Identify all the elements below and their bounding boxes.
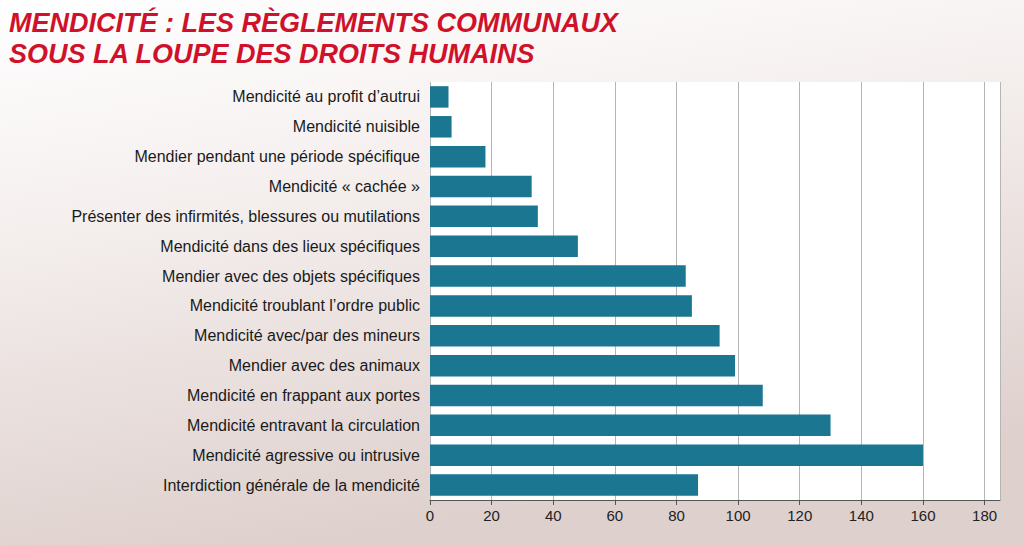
svg-text:140: 140 xyxy=(849,507,874,524)
svg-text:Présenter des infirmités, bles: Présenter des infirmités, blessures ou m… xyxy=(71,208,420,225)
svg-text:80: 80 xyxy=(668,507,685,524)
svg-text:Mendicité « cachée »: Mendicité « cachée » xyxy=(269,178,420,195)
svg-text:160: 160 xyxy=(910,507,935,524)
svg-text:20: 20 xyxy=(483,507,500,524)
svg-text:Mendicité agressive ou intrusi: Mendicité agressive ou intrusive xyxy=(192,447,420,464)
svg-text:0: 0 xyxy=(426,507,434,524)
svg-text:Interdiction générale de la me: Interdiction générale de la mendicité xyxy=(163,477,420,494)
svg-text:Mendier avec des animaux: Mendier avec des animaux xyxy=(229,357,420,374)
svg-text:Mendicité au profit d’autrui: Mendicité au profit d’autrui xyxy=(232,88,420,105)
svg-text:Mendicité en frappant aux port: Mendicité en frappant aux portes xyxy=(187,387,420,404)
svg-text:Mendicité entravant la circula: Mendicité entravant la circulation xyxy=(187,417,420,434)
svg-text:180: 180 xyxy=(972,507,997,524)
svg-text:Mendicité troublant l’ordre pu: Mendicité troublant l’ordre public xyxy=(190,297,420,314)
svg-text:SOUS LA LOUPE DES DROITS HUMAI: SOUS LA LOUPE DES DROITS HUMAINS xyxy=(9,39,535,69)
svg-text:Mendier avec des objets spécif: Mendier avec des objets spécifiques xyxy=(162,268,420,285)
svg-text:100: 100 xyxy=(726,507,751,524)
svg-text:Mendicité avec/par des mineurs: Mendicité avec/par des mineurs xyxy=(194,327,420,344)
svg-text:120: 120 xyxy=(787,507,812,524)
svg-text:40: 40 xyxy=(545,507,562,524)
svg-text:Mendier pendant une période sp: Mendier pendant une période spécifique xyxy=(134,148,420,165)
svg-text:Mendicité dans des lieux spéci: Mendicité dans des lieux spécifiques xyxy=(160,238,420,255)
svg-text:MENDICITÉ : LES RÈGLEMENTS COM: MENDICITÉ : LES RÈGLEMENTS COMMUNAUX xyxy=(9,7,620,38)
svg-text:Mendicité nuisible: Mendicité nuisible xyxy=(293,118,420,135)
svg-text:60: 60 xyxy=(607,507,624,524)
